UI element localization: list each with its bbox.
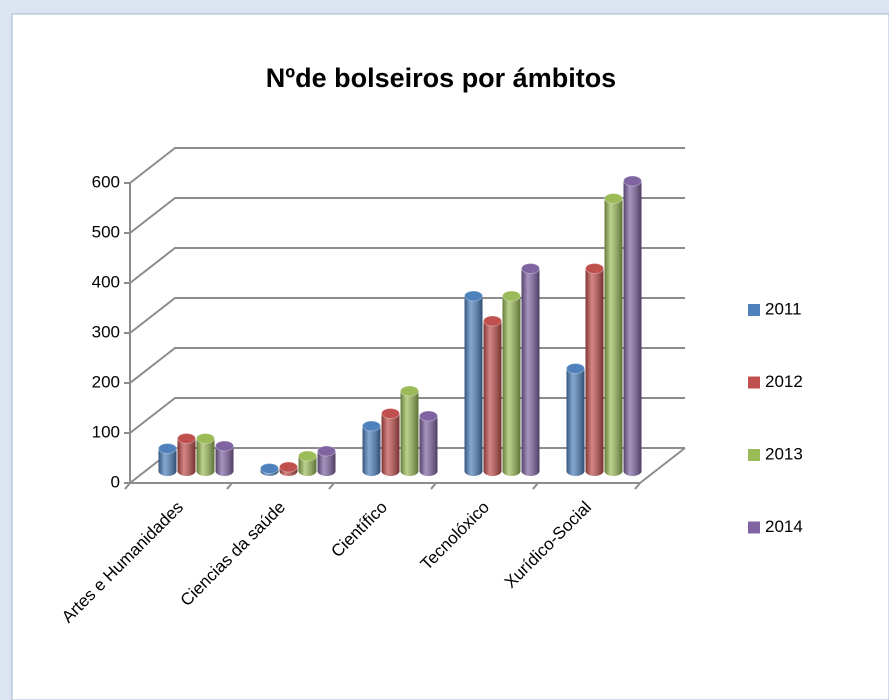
bar [464, 290, 483, 477]
bar-shade [502, 296, 521, 477]
category-tick [634, 482, 641, 490]
bar-shade [362, 426, 381, 477]
bar [177, 433, 196, 477]
bar-top [521, 263, 540, 274]
chart-area [11, 13, 889, 700]
bar-top [279, 461, 298, 473]
bar-top [464, 290, 483, 302]
bar-shade [215, 446, 234, 477]
bar-top [585, 263, 604, 274]
bar-shade [158, 448, 177, 477]
bar-shade [317, 451, 336, 477]
y-tick-label: 400 [92, 272, 120, 291]
legend-swatch [748, 449, 760, 461]
bar-top [502, 290, 521, 302]
bar-top [158, 443, 177, 454]
bar [298, 450, 317, 477]
grid-line [129, 247, 685, 284]
bar [381, 408, 400, 477]
bar-top [381, 408, 400, 419]
category-tick [328, 482, 335, 490]
grid-line [129, 147, 685, 184]
bar-shade [483, 321, 502, 477]
bar [362, 420, 381, 477]
bar-shade [419, 416, 438, 477]
bar-top [566, 363, 585, 374]
bar [502, 290, 521, 477]
bar [623, 175, 642, 477]
category-tick [226, 482, 233, 490]
bar-shade [381, 413, 400, 477]
legend-label: 2014 [765, 517, 803, 536]
bar-top [215, 440, 234, 452]
y-tick-label: 100 [92, 422, 120, 441]
bar [400, 385, 419, 477]
bar [196, 433, 215, 477]
category-tick [124, 482, 131, 490]
bar-top [419, 410, 438, 422]
category-tick [532, 482, 539, 490]
bar-shade [177, 438, 196, 477]
bar-top [298, 450, 317, 462]
y-tick-label: 500 [92, 222, 120, 241]
legend-label: 2012 [765, 372, 803, 391]
bar-shade [196, 438, 215, 477]
y-tick-label: 200 [92, 372, 120, 391]
bar [317, 445, 336, 477]
category-tick [430, 482, 437, 490]
legend-swatch [748, 304, 760, 316]
bar [483, 315, 502, 477]
bar [279, 461, 298, 477]
chart-title: Nºde bolseiros por ámbitos [266, 63, 616, 93]
bar-shade [521, 268, 540, 477]
bar-top [604, 193, 623, 204]
bar-shade [604, 198, 623, 477]
bar [604, 193, 623, 477]
bar [215, 440, 234, 477]
bar-top [362, 420, 381, 432]
bar-shade [400, 391, 419, 477]
bar-shade [585, 268, 604, 477]
bar-top [483, 315, 502, 327]
bar-shade [464, 296, 483, 477]
legend-label: 2011 [765, 299, 802, 318]
bar [585, 263, 604, 477]
bar-top [196, 433, 215, 444]
grid-line [129, 197, 685, 234]
bar-top [400, 385, 419, 397]
bar-shade [566, 368, 585, 476]
bar-top [260, 463, 279, 474]
bar-top [623, 175, 642, 187]
bar [260, 463, 279, 477]
bar-shade [623, 181, 642, 477]
y-tick-label: 300 [92, 322, 120, 341]
legend-label: 2013 [765, 444, 803, 463]
bar [419, 410, 438, 477]
y-tick-label: 0 [111, 472, 120, 491]
y-tick-label: 600 [92, 172, 120, 191]
legend-swatch [748, 376, 760, 389]
bar [158, 443, 177, 477]
bar [566, 363, 585, 476]
bar-top [317, 445, 336, 457]
bar-top [177, 433, 196, 444]
bar [521, 263, 540, 477]
legend-swatch [748, 521, 760, 534]
bar-shade [298, 456, 317, 477]
